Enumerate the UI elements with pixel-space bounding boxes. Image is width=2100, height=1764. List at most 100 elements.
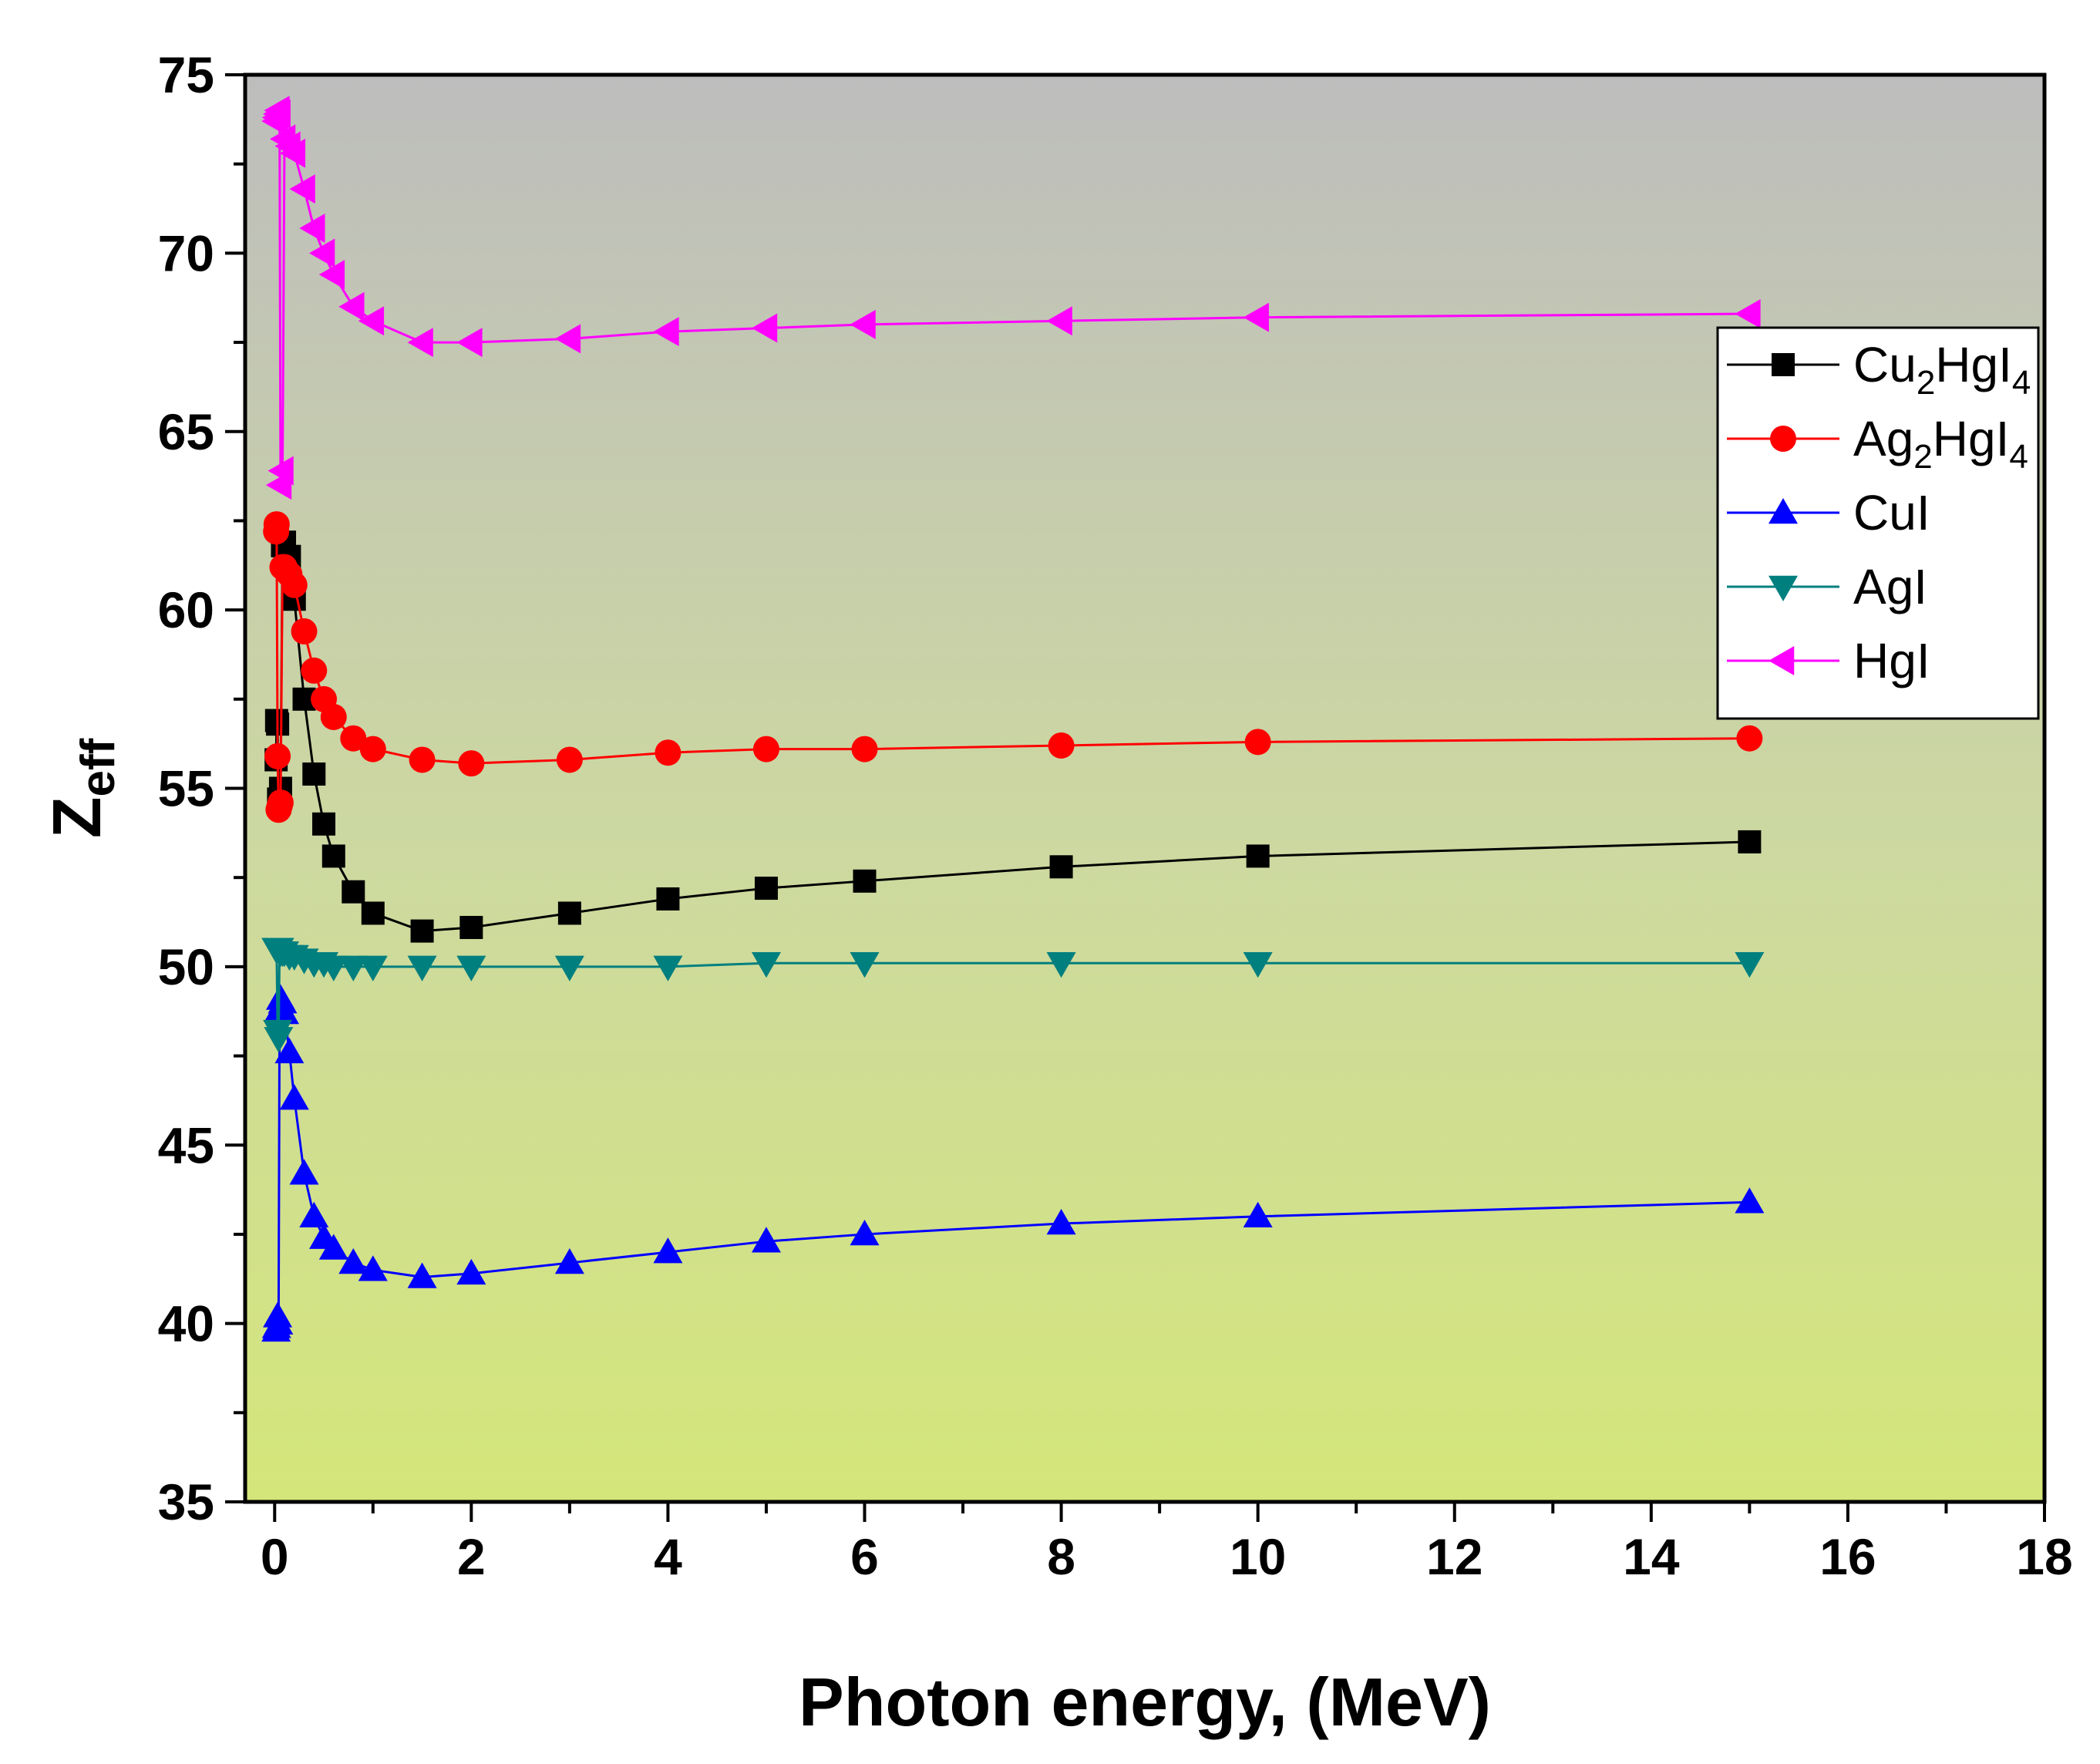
data-point — [301, 657, 328, 684]
data-point — [751, 1227, 781, 1253]
x-tick-label: 0 — [261, 1528, 289, 1585]
data-point — [279, 1084, 309, 1110]
y-tick-label: 35 — [158, 1473, 214, 1530]
data-point — [752, 736, 779, 762]
data-point — [1735, 299, 1761, 329]
data-point — [751, 951, 781, 978]
data-point — [850, 951, 880, 978]
data-point — [359, 736, 386, 762]
data-point — [1736, 725, 1763, 752]
data-point — [267, 789, 294, 816]
data-point — [653, 955, 683, 981]
x-tick-label: 16 — [1819, 1528, 1876, 1585]
legend-item: CuI — [1727, 485, 1930, 540]
y-axis-title-main: Z — [39, 797, 115, 839]
data-point — [281, 571, 308, 598]
x-tick-label: 18 — [2016, 1528, 2072, 1585]
y-tick-label: 65 — [158, 403, 214, 460]
data-point — [853, 869, 877, 893]
data-point — [263, 511, 290, 538]
legend-item: Ag2HgI4 — [1727, 411, 2028, 476]
data-point — [851, 736, 878, 762]
data-point — [556, 746, 583, 773]
data-point — [1243, 951, 1273, 978]
x-tick-label: 12 — [1426, 1528, 1482, 1585]
y-axis: 35 40 45 50 55 60 65 70 75 — [158, 46, 245, 1530]
x-axis-title: Photon energy, (MeV) — [799, 1664, 1491, 1740]
legend-label: Ag2HgI4 — [1853, 411, 2028, 476]
data-point — [358, 955, 388, 981]
data-point — [338, 1247, 369, 1274]
x-tick-label: 6 — [850, 1528, 879, 1585]
legend-marker — [1769, 575, 1798, 601]
data-point — [653, 317, 679, 347]
y-tick-label: 45 — [158, 1116, 214, 1173]
x-tick-label: 14 — [1623, 1528, 1680, 1585]
data-point — [291, 618, 318, 645]
legend-item: HgI — [1727, 633, 1930, 688]
data-point — [318, 1234, 348, 1260]
data-point — [850, 309, 876, 339]
data-point — [338, 291, 365, 321]
y-tick-label: 40 — [158, 1295, 214, 1352]
data-point — [320, 703, 347, 730]
legend-label: CuI — [1853, 485, 1930, 540]
plot-area — [245, 75, 2044, 1502]
legend-marker — [1772, 353, 1795, 376]
y-tick-label: 50 — [158, 938, 214, 995]
y-axis-title-sub: eff — [72, 738, 125, 796]
series-Ag2HgI4 — [263, 511, 1763, 823]
data-point — [309, 238, 335, 268]
y-axis-title: Zeff — [39, 738, 125, 838]
x-axis: 0 2 4 6 8 10 12 14 16 18 — [261, 1502, 2073, 1585]
data-point — [279, 138, 306, 168]
data-point — [302, 762, 326, 786]
series-layer — [261, 96, 1765, 1342]
data-point — [409, 746, 436, 773]
data-point — [1046, 306, 1072, 336]
legend-marker — [1769, 646, 1795, 675]
legend-label: HgI — [1853, 633, 1930, 688]
legend-item: AgI — [1727, 559, 1927, 614]
data-point — [407, 1262, 437, 1288]
data-point — [268, 988, 298, 1014]
x-tick-label: 4 — [654, 1528, 682, 1585]
data-point — [1735, 1187, 1765, 1214]
y-tick-label: 70 — [158, 224, 214, 281]
data-point — [1244, 729, 1271, 756]
data-point — [754, 877, 778, 901]
data-point — [264, 1308, 294, 1335]
data-point — [358, 306, 385, 336]
data-point — [312, 812, 336, 836]
data-point — [299, 213, 325, 243]
legend-label: AgI — [1853, 559, 1927, 614]
data-point — [554, 1247, 584, 1274]
x-tick-label: 2 — [457, 1528, 486, 1585]
data-point — [318, 260, 345, 290]
legend-label: Cu2HgI4 — [1853, 337, 2031, 402]
legend-marker — [1770, 426, 1796, 452]
data-point — [850, 1219, 880, 1246]
data-point — [410, 919, 434, 943]
data-point — [268, 456, 294, 486]
data-point — [264, 742, 291, 769]
data-point — [340, 725, 367, 752]
data-point — [318, 955, 348, 981]
data-point — [299, 1201, 329, 1228]
data-point — [407, 328, 433, 358]
data-point — [1738, 830, 1762, 853]
y-tick-label: 60 — [158, 581, 214, 638]
data-point — [289, 1159, 319, 1185]
series-HgI — [261, 96, 1761, 500]
data-point — [1246, 844, 1270, 868]
data-point — [1735, 951, 1765, 978]
data-point — [656, 887, 680, 911]
data-point — [456, 1258, 486, 1285]
svg-text:Zeff: Zeff — [39, 738, 125, 838]
data-point — [554, 955, 584, 981]
series-CuI — [261, 984, 1765, 1342]
data-point — [289, 174, 315, 204]
data-point — [407, 955, 437, 981]
data-point — [1048, 732, 1075, 759]
